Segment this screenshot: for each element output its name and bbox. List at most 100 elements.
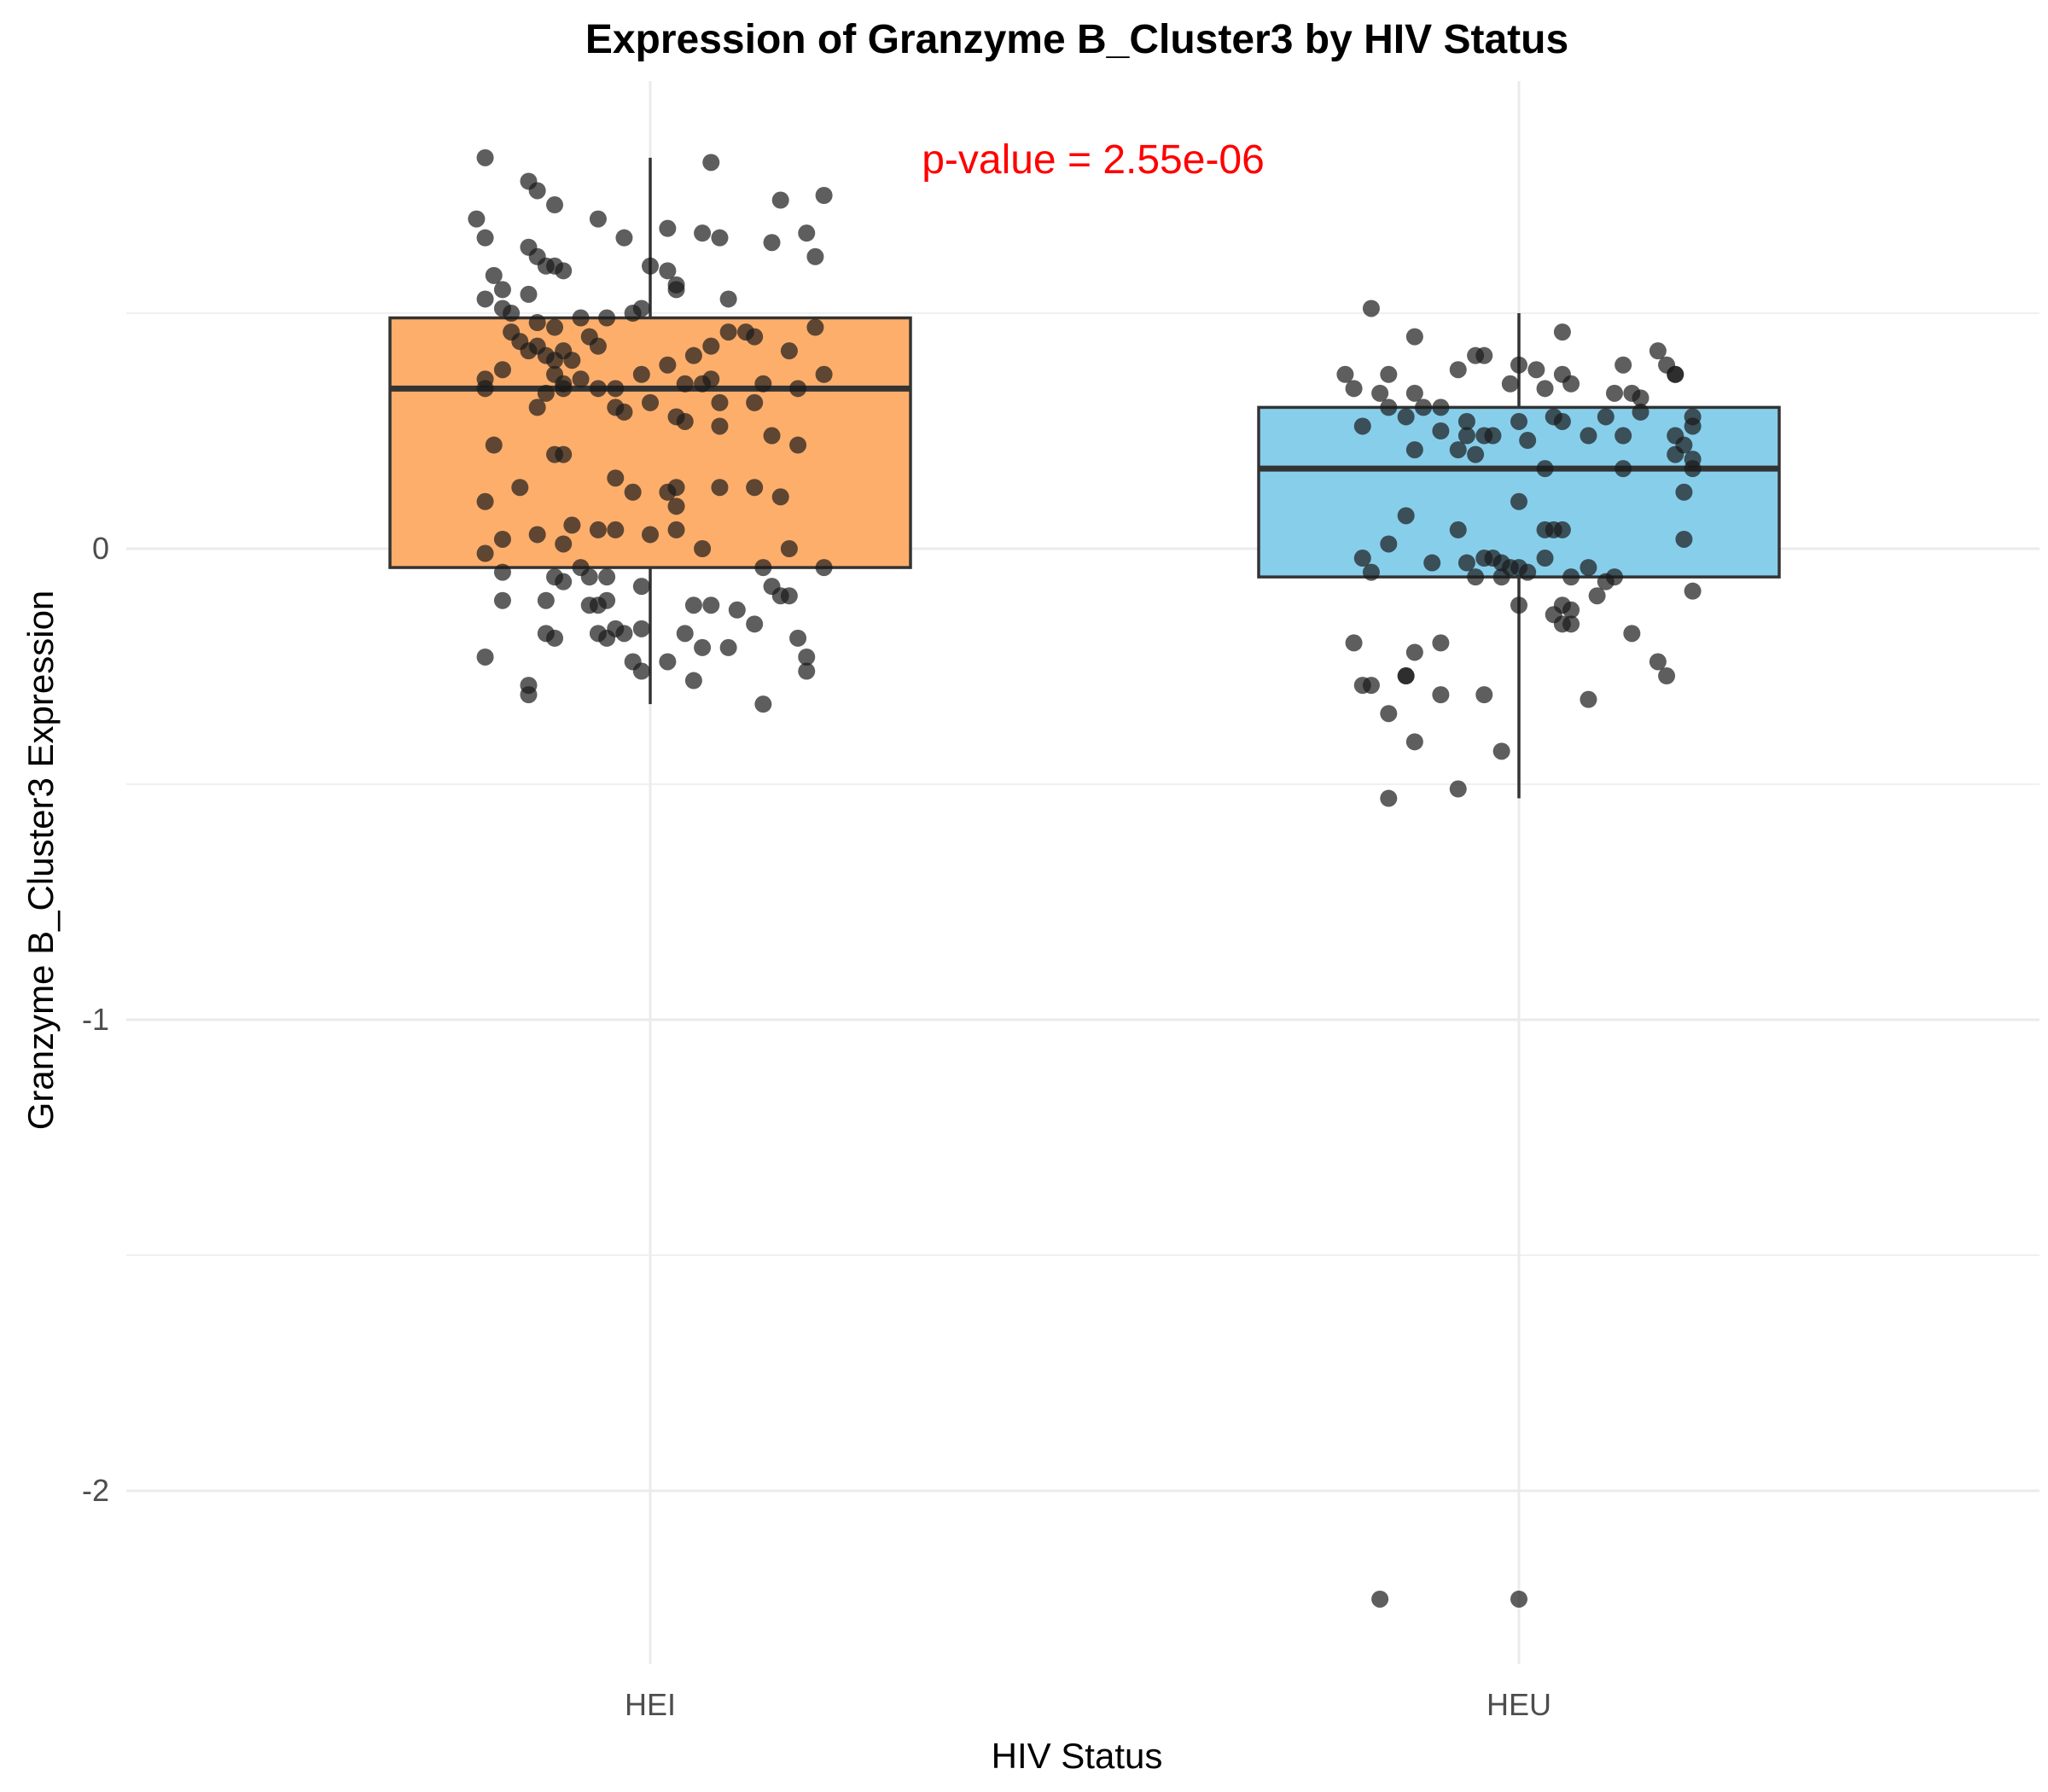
data-point	[607, 380, 625, 398]
data-point	[1449, 780, 1467, 798]
data-point	[1580, 690, 1597, 708]
data-point	[1362, 300, 1380, 317]
data-point	[719, 290, 737, 308]
data-point	[667, 281, 685, 299]
data-point	[1405, 328, 1423, 346]
data-point	[1562, 615, 1580, 633]
data-point	[1536, 380, 1554, 398]
data-point	[1510, 356, 1527, 374]
data-point	[1510, 1590, 1527, 1608]
data-point	[632, 662, 650, 680]
data-point	[1449, 441, 1467, 459]
data-point	[511, 479, 529, 497]
data-point	[1397, 507, 1415, 525]
p-value-annotation: p-value = 2.55e-06	[922, 137, 1265, 183]
data-point	[1467, 568, 1485, 586]
data-point	[493, 281, 511, 299]
data-point	[615, 625, 633, 643]
data-point	[598, 591, 616, 609]
data-point	[1449, 521, 1467, 538]
data-point	[1449, 361, 1467, 379]
data-point	[607, 469, 625, 487]
data-point	[493, 563, 511, 581]
data-point	[1597, 408, 1615, 426]
chart-title: Expression of Granzyme B_Cluster3 by HIV…	[585, 17, 1568, 62]
data-point	[1405, 384, 1423, 402]
y-tick-label: -2	[82, 1473, 109, 1508]
data-point	[1527, 361, 1545, 379]
data-point	[694, 638, 712, 656]
data-point	[1675, 483, 1693, 501]
data-point	[624, 483, 642, 501]
data-point	[806, 247, 824, 265]
data-point	[702, 370, 720, 388]
data-point	[1415, 399, 1433, 416]
data-point	[1457, 427, 1475, 445]
data-point	[589, 337, 607, 355]
x-tick-label-hei: HEI	[625, 1687, 676, 1722]
data-point	[555, 573, 573, 591]
data-point	[815, 559, 833, 577]
data-point	[476, 229, 494, 247]
data-point	[1371, 1590, 1389, 1608]
data-point	[1492, 568, 1510, 586]
data-point	[1397, 408, 1415, 426]
data-point	[702, 596, 720, 614]
data-point	[719, 323, 737, 341]
data-point	[1397, 667, 1415, 685]
data-point	[780, 587, 798, 605]
data-point	[780, 540, 798, 557]
data-point	[1353, 550, 1371, 567]
data-point	[1684, 582, 1702, 600]
data-point	[485, 436, 503, 454]
data-point	[746, 479, 764, 497]
data-point	[1553, 323, 1571, 341]
data-point	[563, 352, 581, 369]
data-point	[1632, 389, 1649, 407]
data-point	[546, 196, 564, 214]
data-point	[1336, 365, 1354, 383]
data-point	[771, 488, 789, 506]
data-point	[598, 568, 616, 586]
data-point	[1432, 399, 1450, 416]
data-point	[1684, 460, 1702, 478]
data-point	[1580, 559, 1597, 577]
data-point	[589, 210, 607, 228]
data-point	[1605, 384, 1623, 402]
x-axis-title: HIV Status	[992, 1736, 1163, 1776]
data-point	[528, 182, 546, 200]
data-point	[476, 148, 494, 166]
data-point	[659, 653, 677, 671]
data-point	[1580, 427, 1597, 445]
data-point	[719, 638, 737, 656]
data-point	[537, 591, 555, 609]
data-point	[771, 191, 789, 209]
data-point	[1519, 432, 1537, 450]
data-point	[642, 257, 659, 275]
data-point	[763, 234, 781, 252]
data-point	[1605, 568, 1623, 586]
data-point	[1457, 412, 1475, 430]
data-point	[572, 309, 590, 327]
x-tick-label-heu: HEU	[1487, 1687, 1551, 1722]
data-point	[589, 521, 607, 538]
data-point	[694, 540, 712, 557]
data-point	[528, 314, 546, 332]
data-point	[711, 393, 729, 411]
iqr-box	[1257, 405, 1781, 579]
data-point	[1510, 596, 1527, 614]
data-point	[1405, 441, 1423, 459]
data-point	[746, 393, 764, 411]
data-point	[684, 596, 702, 614]
data-point	[1380, 399, 1398, 416]
data-point	[632, 620, 650, 637]
data-point	[659, 356, 677, 374]
data-point	[754, 695, 772, 713]
data-point	[493, 361, 511, 379]
data-point	[754, 375, 772, 393]
data-point	[1536, 550, 1554, 567]
data-point	[694, 224, 712, 242]
data-point	[1475, 686, 1493, 704]
data-point	[1432, 634, 1450, 652]
